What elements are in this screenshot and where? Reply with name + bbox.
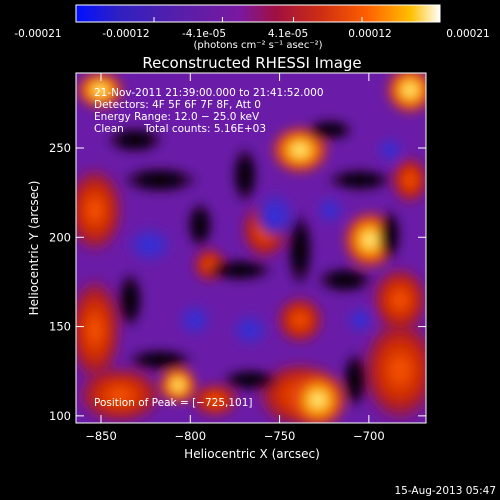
y-tick-label: 250	[49, 141, 71, 155]
plot-frame	[75, 72, 427, 424]
colorbar-tick-label: 4.1e-05	[268, 28, 308, 40]
colorbar-tick-labels: -0.00021 -0.00012 -4.1e-05 4.1e-05 0.00012 0.…	[14, 28, 489, 40]
peak-position-label: Position of Peak = [−725,101]	[94, 397, 253, 409]
heatmap-image	[76, 73, 426, 423]
y-tick-label: 200	[49, 230, 71, 244]
colorbar-ticks	[75, 17, 441, 22]
y-axis-label: Heliocentric Y (arcsec)	[27, 181, 41, 316]
annotation-energy-range: Energy Range: 12.0 − 25.0 keV	[94, 111, 260, 123]
colorbar-tick-label: 0.00021	[446, 28, 489, 40]
colorbar-tick-label: -0.00021	[14, 28, 61, 40]
x-tick-label: −700	[353, 429, 385, 443]
annotation-time-range: 21-Nov-2011 21:39:00.000 to 21:41:52.000	[94, 87, 324, 99]
x-axis-label: Heliocentric X (arcsec)	[184, 447, 320, 461]
x-tick-label: −800	[174, 429, 206, 443]
x-tick-label: −750	[264, 429, 296, 443]
y-tick-label: 100	[49, 409, 71, 423]
colorbar-tick-label: -4.1e-05	[182, 28, 226, 40]
colorbar-tick-label: 0.00012	[348, 28, 391, 40]
colorbar-tick-label: -0.00012	[102, 28, 149, 40]
x-axis: −850 −800 −750 −700	[85, 73, 385, 443]
annotation-block: 21-Nov-2011 21:39:00.000 to 21:41:52.000…	[94, 87, 324, 135]
annotation-clean: Clean	[94, 123, 124, 135]
colorbar-unit-label: (photons cm⁻² s⁻¹ asec⁻²)	[193, 40, 322, 51]
annotation-detectors: Detectors: 4F 5F 6F 7F 8F, Att 0	[94, 99, 261, 111]
colorbar-gradient	[75, 4, 441, 23]
footer-date: 15-Aug-2013 05:47	[394, 485, 496, 497]
x-tick-label: −850	[85, 429, 117, 443]
annotation-total-counts: Total counts: 5.16E+03	[143, 123, 266, 135]
y-axis: 100 150 200 250	[49, 141, 426, 423]
chart-title: Reconstructed RHESSI Image	[142, 54, 361, 72]
y-tick-label: 150	[49, 320, 71, 334]
